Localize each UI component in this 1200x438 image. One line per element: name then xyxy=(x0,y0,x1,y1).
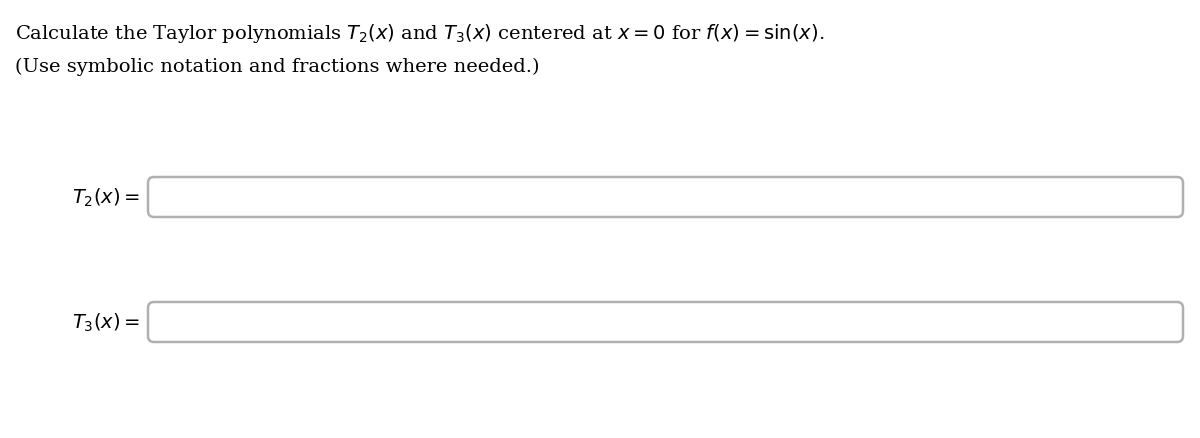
Text: Calculate the Taylor polynomials $T_2(x)$ and $T_3(x)$ centered at $x = 0$ for $: Calculate the Taylor polynomials $T_2(x)… xyxy=(14,22,824,45)
FancyBboxPatch shape xyxy=(148,177,1183,218)
FancyBboxPatch shape xyxy=(148,302,1183,342)
Text: $T_2(x) =$: $T_2(x) =$ xyxy=(72,187,140,208)
Text: (Use symbolic notation and fractions where needed.): (Use symbolic notation and fractions whe… xyxy=(14,58,540,76)
Text: $T_3(x) =$: $T_3(x) =$ xyxy=(72,311,140,333)
